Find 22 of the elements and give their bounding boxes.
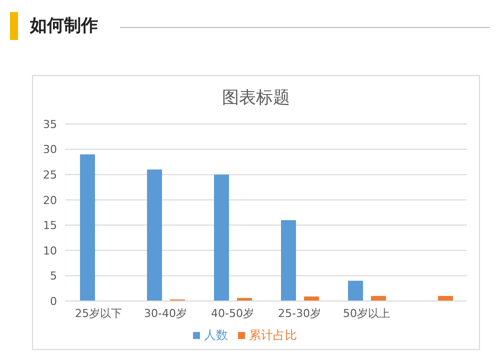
bar xyxy=(348,280,363,301)
bar xyxy=(147,170,162,301)
y-tick-label: 5 xyxy=(50,270,57,283)
x-tick-label: 25岁以下 xyxy=(75,306,122,320)
bar xyxy=(80,154,95,301)
y-tick-label: 15 xyxy=(43,219,57,232)
x-tick-label: 30-40岁 xyxy=(144,306,187,320)
chart-title: 图表标题 xyxy=(221,87,291,109)
y-tick-label: 25 xyxy=(43,168,57,182)
y-tick-label: 20 xyxy=(43,194,57,207)
y-tick-label: 0 xyxy=(50,294,57,308)
y-tick-label: 35 xyxy=(43,118,57,131)
x-tick-label: 25-30岁 xyxy=(278,306,321,320)
y-tick-label: 10 xyxy=(43,244,57,258)
x-tick-label: 50岁以上 xyxy=(343,306,390,320)
text: 如何制作 xyxy=(30,15,98,37)
legend-label: 累计占比 xyxy=(249,328,297,342)
x-tick-label: 40-50岁 xyxy=(211,306,254,320)
bar xyxy=(281,220,296,301)
legend-label: 人数 xyxy=(204,328,228,342)
y-tick-label: 30 xyxy=(43,143,57,156)
bar xyxy=(214,174,229,301)
